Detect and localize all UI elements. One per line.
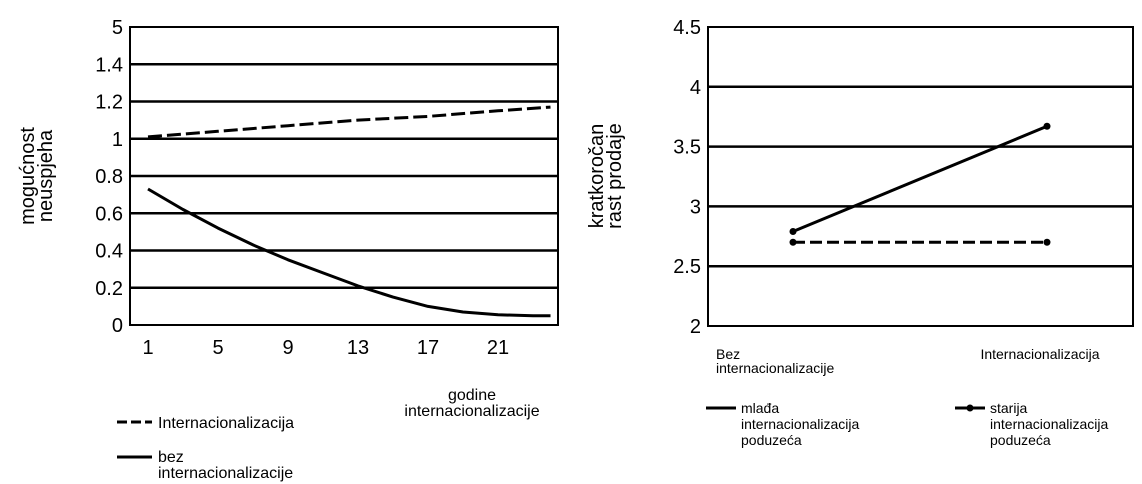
y-tick-label: 3 (690, 196, 701, 218)
legend-label: internacionalizacije (158, 465, 293, 482)
y-tick-label: 0 (112, 315, 123, 337)
y-tick-label: 2 (690, 316, 701, 338)
y-tick-label: 0.4 (95, 241, 123, 263)
series-mlada-line (792, 124, 1048, 233)
y-axis-title: mogućnost (17, 127, 39, 225)
plot-frame (707, 26, 1134, 327)
x-tick-label: 5 (212, 337, 223, 359)
y-tick-label: 3.5 (673, 137, 701, 159)
legend-label: Internacionalizacija (158, 415, 294, 432)
y-tick-label: 1.4 (95, 54, 123, 76)
x-tick-label: 21 (487, 337, 509, 359)
y-tick-label: 1 (112, 129, 123, 151)
y-tick-label: 4.5 (673, 17, 701, 39)
x-axis-title: internacionalizacije (404, 403, 539, 420)
data-point (1043, 238, 1051, 246)
y-tick-label: 0.2 (95, 278, 123, 300)
category-label: Internacionalizacija (980, 346, 1099, 362)
y-tick-label: 1.2 (95, 92, 123, 114)
data-point (1043, 122, 1051, 130)
x-tick-label: 17 (417, 337, 439, 359)
series-bez-internacionalizacije-line (147, 187, 551, 318)
data-point (789, 228, 797, 236)
legend-label: internacionalizacija (741, 416, 860, 432)
y-tick-label: 0.8 (95, 166, 123, 188)
x-tick-label: 9 (282, 337, 293, 359)
legend-label: bez (158, 449, 184, 466)
x-tick-label: 1 (142, 337, 153, 359)
legend-label: mlađa (741, 400, 779, 416)
legend-marker (966, 404, 974, 412)
x-tick-label: 13 (347, 337, 369, 359)
legend-label: poduzeća (741, 432, 802, 448)
series-internacionalizacija-line (147, 105, 551, 139)
category-label: Bez (716, 346, 740, 362)
y-axis-title: kratkoročan (586, 124, 608, 229)
data-point (789, 238, 797, 246)
category-label: internacionalizacije (716, 360, 835, 376)
legend-label: poduzeća (990, 432, 1051, 448)
y-tick-label: 5 (112, 17, 123, 39)
y-axis-title: rast prodaje (604, 123, 626, 229)
y-tick-label: 2.5 (673, 256, 701, 278)
legend-label: starija (990, 400, 1028, 416)
y-axis-title: neuspjeha (35, 129, 57, 222)
y-tick-label: 4 (690, 77, 701, 99)
x-axis-title: godine (448, 387, 496, 404)
failure-chart: 0 0.2 0.4 0.6 0.8 1 1.2 1.4 5 1 5 9 13 17 21 mogućnostn… (17, 17, 559, 482)
y-tick-label: 0.6 (95, 203, 123, 225)
legend-label: internacionalizacija (990, 416, 1109, 432)
